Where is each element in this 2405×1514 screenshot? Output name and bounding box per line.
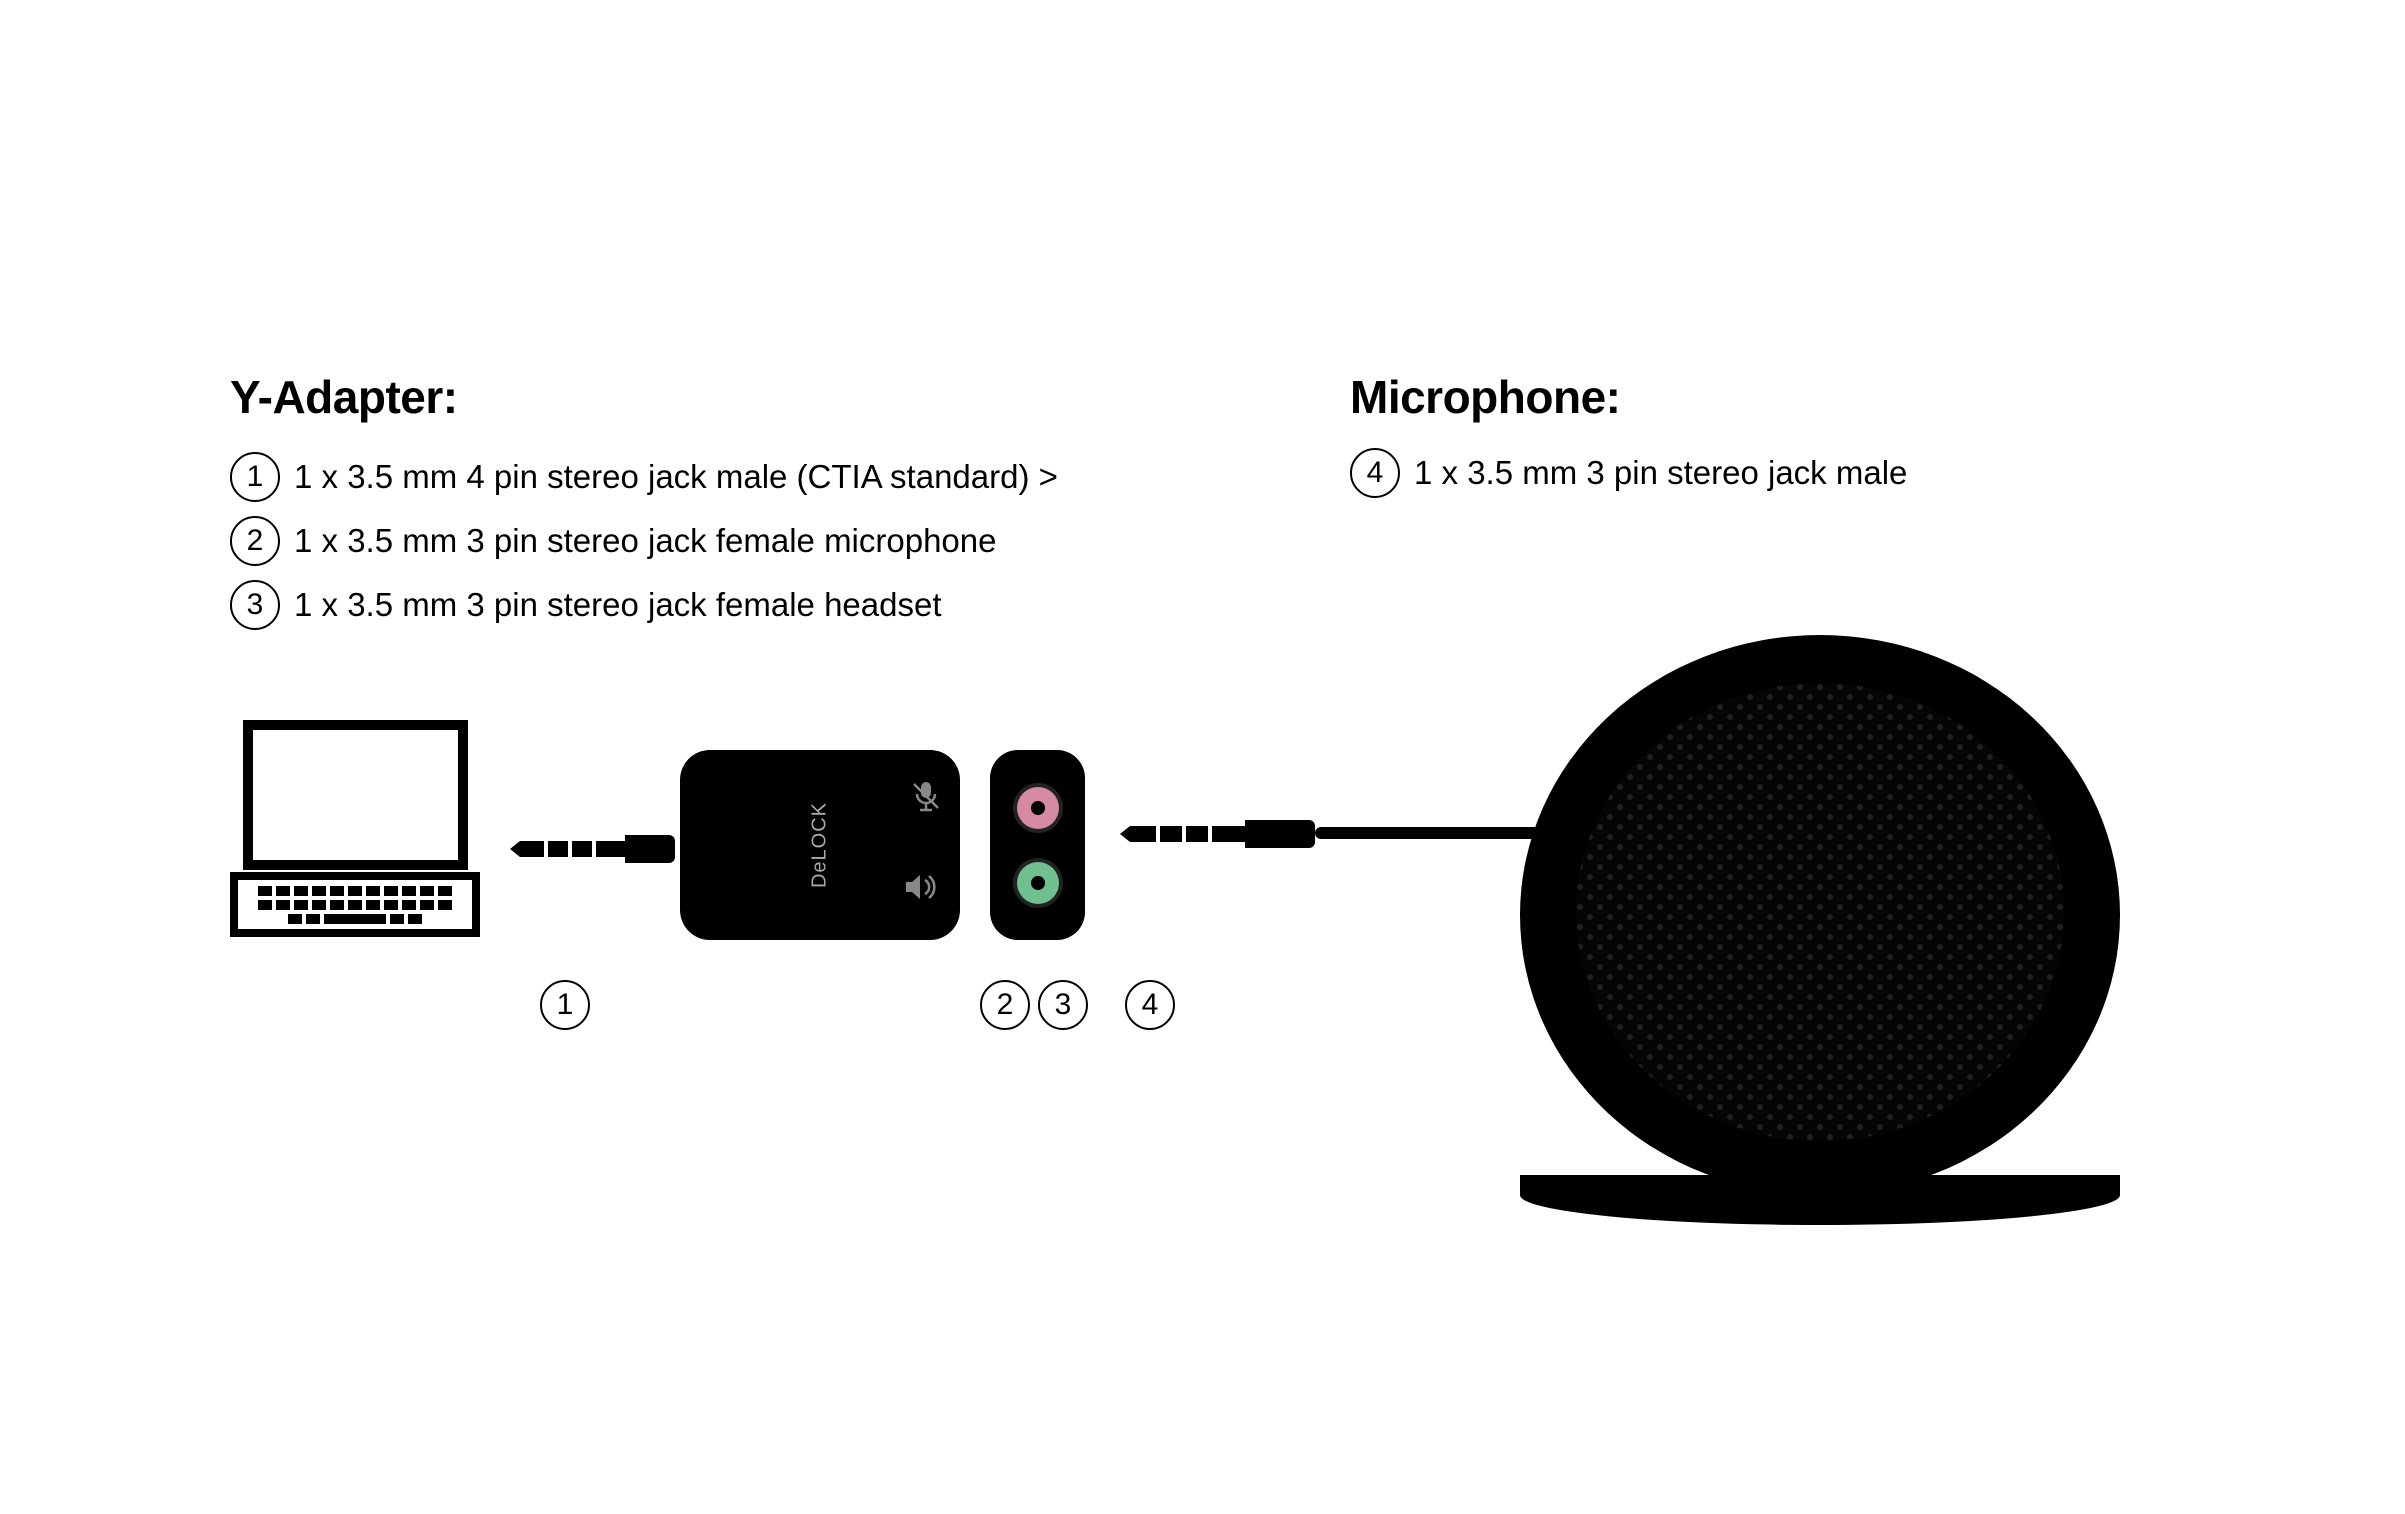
diagram-container: Y-Adapter: Microphone: 1 1 x 3.5 mm 4 pi… bbox=[230, 370, 2190, 1030]
spec-text: 1 x 3.5 mm 3 pin stereo jack male bbox=[1414, 454, 1907, 492]
headset-port-icon bbox=[1017, 862, 1059, 904]
connection-diagram: DeLOCK bbox=[230, 670, 2190, 1030]
spec-text: 1 x 3.5 mm 3 pin stereo jack female micr… bbox=[294, 522, 997, 560]
diagram-label-1-icon: 1 bbox=[540, 980, 590, 1030]
microphone-puck-icon bbox=[1520, 635, 2120, 1235]
spec-number-icon: 1 bbox=[230, 452, 280, 502]
spec-row: 4 1 x 3.5 mm 3 pin stereo jack male bbox=[1350, 448, 1907, 498]
diagram-label-4-icon: 4 bbox=[1125, 980, 1175, 1030]
y-adapter-heading: Y-Adapter: bbox=[230, 370, 1350, 424]
laptop-icon bbox=[230, 720, 480, 945]
y-adapter-ports-icon bbox=[990, 750, 1085, 940]
spec-number-icon: 3 bbox=[230, 580, 280, 630]
speaker-icon bbox=[904, 872, 940, 910]
jack-plug-4-icon bbox=[1120, 820, 1315, 848]
spec-row: 2 1 x 3.5 mm 3 pin stereo jack female mi… bbox=[230, 516, 2190, 566]
spec-text: 1 x 3.5 mm 3 pin stereo jack female head… bbox=[294, 586, 942, 624]
mic-port-icon bbox=[1017, 787, 1059, 829]
laptop-screen-icon bbox=[243, 720, 468, 870]
spec-row: 3 1 x 3.5 mm 3 pin stereo jack female he… bbox=[230, 580, 2190, 630]
laptop-keyboard-icon bbox=[230, 872, 480, 937]
microphone-grille-icon bbox=[1570, 677, 2070, 1147]
spec-number-icon: 4 bbox=[1350, 448, 1400, 498]
y-adapter-body-icon: DeLOCK bbox=[680, 750, 960, 940]
diagram-label-3-icon: 3 bbox=[1038, 980, 1088, 1030]
microphone-heading: Microphone: bbox=[1350, 370, 2190, 424]
spec-text: 1 x 3.5 mm 4 pin stereo jack male (CTIA … bbox=[294, 458, 1058, 496]
headings-row: Y-Adapter: Microphone: bbox=[230, 370, 2190, 452]
mic-icon bbox=[912, 780, 940, 822]
microphone-spec-list: 4 1 x 3.5 mm 3 pin stereo jack male bbox=[1350, 448, 1907, 512]
jack-plug-1-icon bbox=[510, 835, 675, 863]
diagram-label-2-icon: 2 bbox=[980, 980, 1030, 1030]
spec-number-icon: 2 bbox=[230, 516, 280, 566]
adapter-brand-label: DeLOCK bbox=[809, 802, 832, 888]
